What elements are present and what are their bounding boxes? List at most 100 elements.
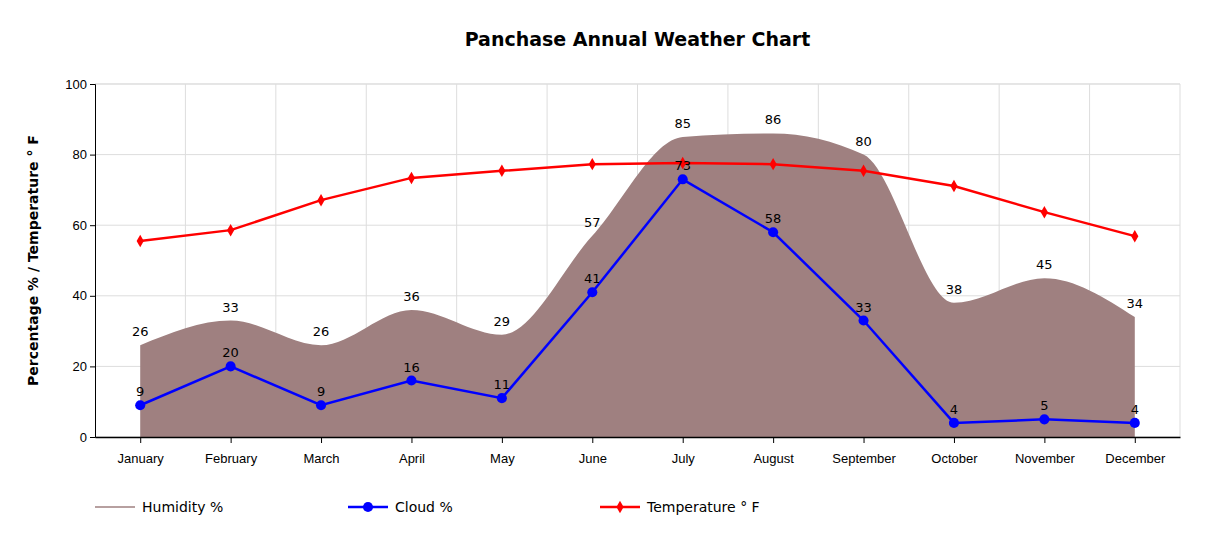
data-label: 57: [584, 215, 601, 230]
marker-1: [135, 400, 145, 410]
x-tick-label: July: [672, 451, 696, 466]
marker-2: [408, 172, 415, 184]
marker-1: [768, 227, 778, 237]
marker-1: [1130, 418, 1140, 428]
marker-1: [587, 287, 597, 297]
x-tick-mark: [864, 437, 865, 443]
legend-item: Temperature ° F: [600, 499, 760, 515]
marker-1: [316, 400, 326, 410]
data-label: 80: [855, 134, 872, 149]
x-tick: February: [205, 437, 258, 466]
x-tick: January: [118, 437, 165, 466]
y-tick-mark: [90, 225, 95, 226]
marker-2: [317, 194, 324, 206]
marker-1: [1039, 414, 1049, 424]
marker-2: [1041, 206, 1048, 218]
y-tick-mark: [90, 437, 95, 438]
y-tick-label: 0: [80, 430, 87, 445]
marker-1: [678, 174, 688, 184]
data-label: 85: [674, 116, 691, 131]
legend-label: Cloud %: [395, 499, 453, 515]
y-tick: 40: [73, 288, 95, 303]
y-axis: 020406080100: [65, 77, 95, 445]
y-tick-label: 20: [73, 359, 87, 374]
x-tick-mark: [683, 437, 684, 443]
plot-area: [135, 133, 1140, 437]
marker-1: [406, 375, 416, 385]
legend-item: Cloud %: [348, 499, 453, 515]
x-tick-label: December: [1105, 451, 1166, 466]
grid-line-y: [95, 84, 1180, 85]
data-label: 73: [674, 158, 691, 173]
x-tick: September: [832, 437, 896, 466]
x-axis: January February March April May June July Augu…: [96, 437, 1181, 466]
x-tick-label: October: [931, 451, 978, 466]
data-label: 41: [584, 271, 601, 286]
y-tick: 20: [73, 359, 95, 374]
line-2: [140, 163, 1135, 241]
marker-1: [949, 418, 959, 428]
x-tick-label: April: [399, 451, 425, 466]
x-tick-mark: [321, 437, 322, 443]
data-label: 4: [1131, 402, 1139, 417]
line-1: [140, 179, 1135, 423]
data-label: 11: [494, 377, 511, 392]
y-tick: 60: [73, 218, 95, 233]
data-label: 20: [222, 345, 239, 360]
marker-2: [860, 165, 867, 177]
legend-label: Temperature ° F: [646, 499, 760, 515]
x-tick-mark: [231, 437, 232, 443]
legend-item: Humidity %: [95, 499, 223, 515]
x-tick-mark: [502, 437, 503, 443]
y-tick-mark: [90, 155, 95, 156]
y-axis-title: Percentage % / Temperature ° F: [25, 135, 41, 386]
data-labels: 2633263629578586803845349209161141735833…: [132, 112, 1143, 416]
marker-2: [137, 235, 144, 247]
data-label: 4: [950, 402, 958, 417]
x-tick-label: June: [579, 451, 607, 466]
frame-right: [1180, 84, 1181, 437]
marker-1: [858, 315, 868, 325]
area-0: [140, 133, 1135, 437]
y-tick: 80: [73, 147, 95, 162]
x-tick-label: May: [490, 451, 515, 466]
data-label: 16: [403, 360, 420, 375]
data-label: 29: [494, 314, 511, 329]
x-tick: March: [303, 437, 339, 466]
x-tick-mark: [1044, 437, 1045, 443]
x-tick-label: August: [753, 451, 794, 466]
marker-2: [498, 165, 505, 177]
chart-svg: Panchase Annual Weather Chart Percentage …: [0, 0, 1222, 558]
y-tick-label: 80: [73, 147, 87, 162]
legend-marker: [363, 502, 373, 512]
x-tick-mark: [954, 437, 955, 443]
data-label: 58: [765, 211, 782, 226]
y-tick-mark: [90, 296, 95, 297]
marker-2: [1131, 230, 1138, 242]
y-tick-label: 60: [73, 218, 87, 233]
x-axis-line: [96, 437, 1181, 439]
data-label: 5: [1040, 398, 1048, 413]
data-label: 33: [855, 300, 872, 315]
marker-2: [770, 158, 777, 170]
x-tick: July: [672, 437, 696, 466]
data-label: 45: [1036, 257, 1053, 272]
legend: Humidity % Cloud % Temperature ° F: [95, 499, 760, 515]
x-tick-label: March: [303, 451, 339, 466]
x-tick: May: [490, 437, 515, 466]
x-tick-mark: [140, 437, 141, 443]
legend-label: Humidity %: [142, 499, 223, 515]
data-label: 9: [136, 384, 144, 399]
data-label: 38: [946, 282, 963, 297]
y-tick: 0: [80, 430, 95, 445]
data-label: 36: [403, 289, 420, 304]
data-label: 26: [132, 324, 149, 339]
data-label: 34: [1127, 296, 1144, 311]
x-tick-mark: [773, 437, 774, 443]
x-tick-mark: [411, 437, 412, 443]
chart-title: Panchase Annual Weather Chart: [465, 28, 811, 50]
x-tick: October: [931, 437, 978, 466]
x-tick-mark: [592, 437, 593, 443]
y-tick-label: 40: [73, 288, 87, 303]
data-label: 9: [317, 384, 325, 399]
